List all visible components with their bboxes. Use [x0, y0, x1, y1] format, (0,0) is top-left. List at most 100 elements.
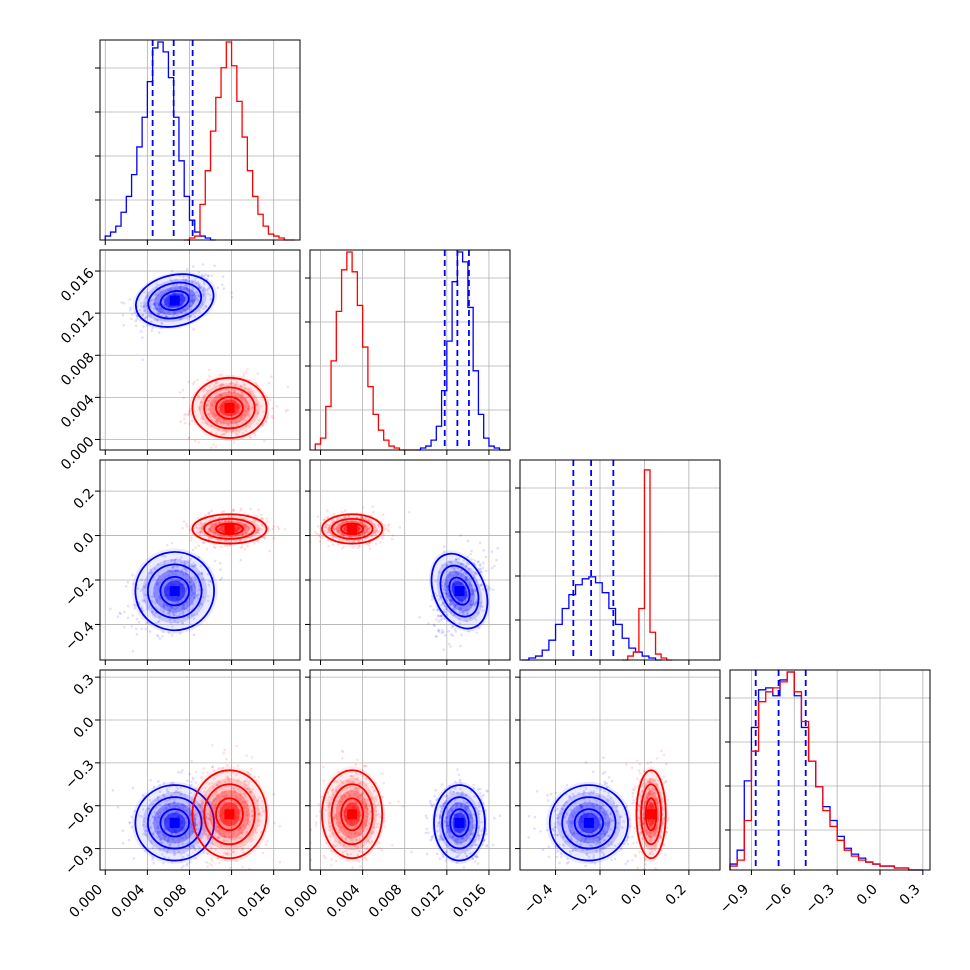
sample-point [207, 527, 211, 531]
sample-point [218, 781, 222, 785]
sample-point [365, 783, 368, 786]
sample-point [186, 604, 189, 607]
sample-point [363, 804, 367, 808]
sample-point [216, 783, 219, 787]
sample-point [153, 615, 157, 618]
sample-point [541, 848, 545, 851]
sample-point [198, 310, 202, 313]
sample-point [247, 407, 250, 411]
sample-point [190, 299, 193, 303]
sample-point [333, 815, 336, 819]
sample-point [359, 865, 362, 868]
sample-point [214, 523, 218, 526]
sample-point [356, 539, 360, 542]
sample-point [460, 837, 463, 840]
sample-point [191, 294, 195, 297]
sample-point [167, 611, 170, 614]
sample-point [261, 810, 265, 813]
sample-point [569, 821, 573, 825]
sample-point [252, 431, 256, 435]
sample-point [333, 816, 337, 819]
sample-point [166, 841, 170, 844]
sample-point [356, 546, 360, 550]
sample-point [116, 805, 120, 809]
sample-point [185, 572, 188, 575]
sample-point [179, 284, 183, 288]
sample-point [207, 537, 211, 541]
sample-point [255, 409, 258, 412]
sample-point [473, 601, 477, 605]
sample-point [566, 834, 570, 838]
sample-point [455, 804, 459, 808]
sample-point [189, 528, 192, 532]
sample-point [246, 787, 249, 791]
sample-point [144, 825, 148, 828]
density-contour [215, 797, 244, 832]
sample-point [197, 821, 201, 824]
sample-point [355, 786, 359, 790]
sample-point [172, 838, 175, 841]
sample-point [571, 814, 574, 818]
sample-point [473, 562, 476, 566]
sample-point [173, 561, 176, 564]
sample-point [366, 524, 369, 527]
sample-point [225, 839, 229, 842]
sample-point [211, 531, 215, 535]
sample-point [149, 825, 153, 829]
sample-point [460, 574, 463, 577]
sample-point [448, 792, 451, 795]
sample-point [386, 528, 390, 532]
sample-point [172, 850, 176, 853]
sample-point [469, 603, 473, 607]
sample-point [460, 606, 463, 610]
sample-point [372, 510, 375, 514]
sample-point [363, 764, 367, 768]
sample-point [588, 792, 592, 796]
sample-point [427, 622, 430, 625]
sample-point [217, 767, 221, 770]
sample-point [431, 805, 434, 808]
sample-point [376, 523, 380, 527]
sample-point [202, 307, 205, 311]
sample-point [351, 780, 354, 784]
sample-point [192, 613, 196, 617]
sample-point [565, 862, 569, 865]
sample-point [213, 523, 216, 527]
density-contour [191, 769, 268, 860]
sample-point [225, 853, 229, 856]
sample-point [453, 605, 457, 608]
sample-point [175, 569, 178, 573]
sample-point [604, 821, 608, 825]
sample-point [186, 607, 189, 610]
x-tick-label: 0.004 [324, 881, 364, 921]
sample-point [402, 805, 405, 808]
sample-point [156, 293, 160, 297]
sample-point [257, 508, 260, 512]
sample-point [474, 855, 478, 859]
sample-point [200, 522, 203, 525]
sample-point [130, 625, 134, 628]
sample-point [204, 513, 207, 517]
sample-point [158, 848, 162, 852]
sample-point [326, 539, 330, 542]
sample-point [181, 604, 185, 607]
sample-point [620, 880, 623, 883]
sample-point [177, 570, 180, 573]
sample-point [191, 564, 194, 568]
sample-point [190, 588, 193, 592]
sample-point [598, 806, 602, 810]
sample-point [359, 520, 363, 524]
sample-point [324, 525, 328, 529]
sample-point [176, 804, 180, 808]
sample-point [173, 801, 176, 804]
sample-point [166, 569, 169, 573]
sample-point [454, 780, 457, 784]
sample-point [257, 411, 260, 414]
sample-point [213, 401, 216, 405]
sample-point [257, 775, 261, 779]
sample-point [235, 836, 239, 839]
density-contour [573, 808, 605, 838]
sample-point [185, 809, 189, 813]
sample-point [465, 619, 468, 623]
sample-point [460, 832, 464, 836]
